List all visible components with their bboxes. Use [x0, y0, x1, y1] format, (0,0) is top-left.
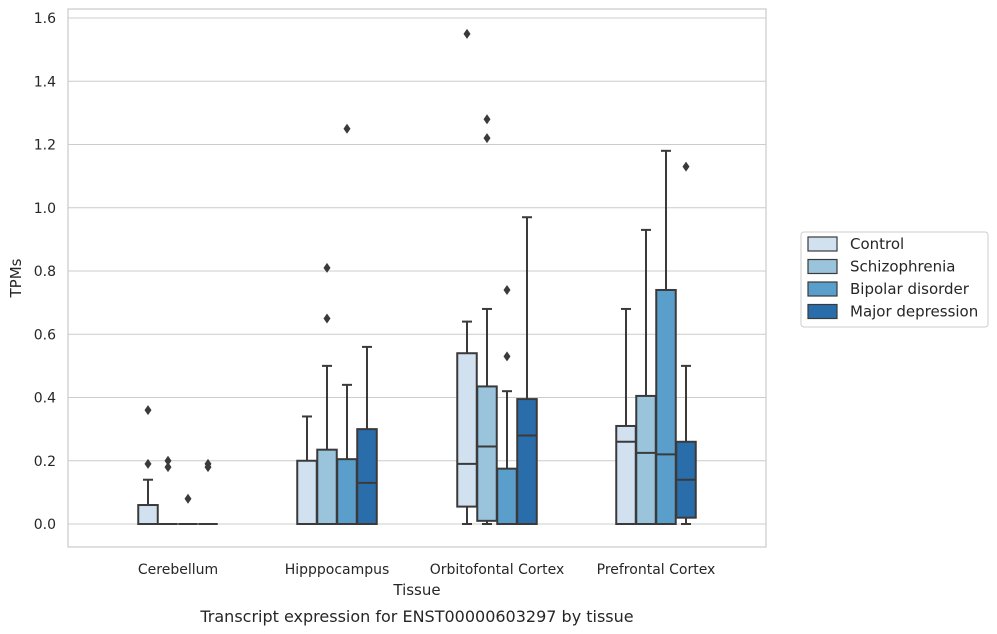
legend: Control Schizophrenia Bipolar disorder Majo… [800, 231, 989, 328]
box-element [336, 123, 358, 526]
y-tick-label: 1.2 [34, 138, 56, 154]
legend-swatch [807, 281, 838, 297]
y-tick-label: 0.6 [34, 327, 56, 343]
box-element [137, 405, 159, 525]
box-element [316, 262, 338, 525]
y-tick-label: 1.4 [34, 74, 56, 90]
outlier-point [503, 351, 511, 362]
y-tick-label: 0.2 [34, 454, 56, 470]
box-iqr [296, 459, 318, 525]
outlier-point [184, 493, 192, 504]
outlier-point [483, 133, 491, 144]
legend-label: Bipolar disorder [850, 280, 970, 298]
legend-label: Schizophrenia [850, 258, 955, 276]
y-tick-label: 0.8 [34, 264, 56, 280]
outlier-point [323, 313, 331, 324]
box-iqr [137, 504, 159, 525]
legend-label: Control [850, 235, 904, 253]
x-tick-label: Hipppocampus [285, 562, 390, 578]
outlier-point [463, 28, 471, 39]
box-element [655, 149, 677, 525]
outlier-point [483, 114, 491, 125]
box-element [158, 455, 178, 525]
box-iqr [496, 467, 518, 525]
plot-frame [67, 8, 767, 548]
outlier-point [144, 405, 152, 416]
x-tick-label: Cerebellum [138, 562, 218, 578]
x-tick-labels: Cerebellum Hipppocampus Orbitofontal Corte… [138, 562, 715, 578]
box-iqr [655, 288, 677, 525]
box-element [476, 114, 498, 525]
box-element [516, 216, 538, 525]
outlier-point [144, 458, 152, 469]
box-element [496, 284, 518, 525]
x-axis-title: Tissue [392, 581, 440, 599]
grid-lines [68, 17, 766, 525]
box-iqr [516, 398, 538, 525]
y-tick-label: 0.0 [34, 517, 56, 533]
x-tick-label: Prefrontal Cortex [597, 562, 716, 578]
legend-frame [800, 231, 989, 328]
outlier-point [164, 455, 172, 466]
outlier-point [682, 161, 690, 172]
outlier-point [503, 284, 511, 295]
legend-swatch [807, 303, 838, 320]
outlier-point [343, 123, 351, 134]
box-element [615, 307, 637, 525]
legend-swatch [807, 236, 838, 252]
box-iqr [316, 448, 338, 525]
box-element [198, 458, 218, 525]
outlier-point [204, 458, 212, 469]
box-element [296, 415, 318, 525]
box-element [675, 161, 697, 525]
y-tick-labels: 0.0 0.2 0.4 0.6 0.8 1.0 1.2 1.4 1.6 [34, 11, 56, 533]
legend-swatch [807, 258, 838, 275]
legend-label: Major depression [850, 303, 978, 321]
box-iqr [456, 352, 478, 508]
box-element [178, 493, 198, 525]
y-tick-label: 1.6 [34, 11, 56, 27]
y-axis-title: TPMs [7, 258, 25, 298]
outlier-point [164, 462, 172, 473]
box-iqr [356, 428, 378, 525]
chart-caption: Transcript expression for ENST0000060329… [199, 607, 633, 626]
y-tick-label: 0.4 [34, 391, 56, 407]
box-iqr [635, 394, 657, 526]
box-iqr [615, 424, 637, 525]
box-element [635, 228, 657, 526]
box-iqr [336, 458, 358, 526]
y-tick-label: 1.0 [34, 201, 56, 217]
outlier-point [323, 262, 331, 273]
box-element [356, 345, 378, 525]
boxes-layer [137, 28, 697, 526]
box-iqr [476, 385, 498, 522]
box-element [456, 28, 478, 525]
x-tick-label: Orbitofontal Cortex [430, 562, 565, 578]
